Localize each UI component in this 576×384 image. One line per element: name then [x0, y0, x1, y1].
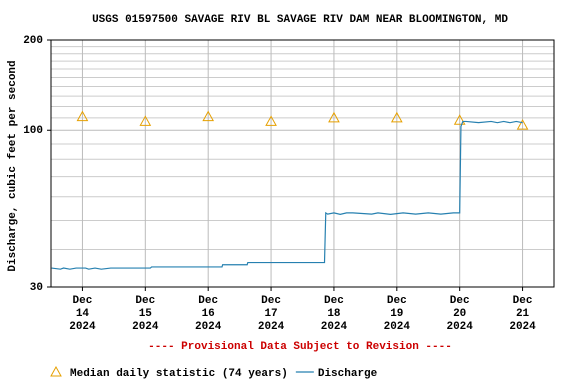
y-axis-label: Discharge, cubic feet per second [7, 60, 19, 271]
median-marker [516, 119, 529, 130]
median-marker [328, 111, 340, 123]
chart-title: USGS 01597500 SAVAGE RIV BL SAVAGE RIV D… [92, 14, 508, 26]
x-tick-label: Dec 19 2024 [383, 295, 411, 333]
median-marker [139, 115, 152, 126]
legend-marker [50, 365, 62, 377]
x-tick-label: Dec 16 2024 [194, 295, 222, 333]
plot-frame [50, 39, 555, 288]
y-tick-label: 200 [23, 35, 43, 47]
x-tick-label: Dec 15 2024 [132, 295, 159, 333]
x-tick-label: Dec 14 2024 [69, 295, 96, 333]
discharge-line [51, 120, 523, 270]
median-marker [76, 110, 89, 122]
y-tick-label: 30 [30, 282, 43, 294]
x-tick-label: Dec 18 2024 [320, 295, 348, 333]
median-marker [265, 115, 277, 126]
median-marker [453, 114, 466, 125]
legend-label: Discharge [318, 368, 378, 380]
median-marker [202, 110, 215, 122]
annotation: ---- Provisional Data Subject to Revisio… [148, 341, 452, 353]
y-tick-label: 100 [23, 125, 43, 137]
x-tick-label: Dec 17 2024 [257, 295, 285, 333]
median-marker [390, 111, 403, 123]
x-tick-label: Dec 21 2024 [509, 295, 536, 333]
x-tick-label: Dec 20 2024 [446, 295, 473, 333]
legend-label: Median daily statistic (74 years) [70, 368, 288, 380]
